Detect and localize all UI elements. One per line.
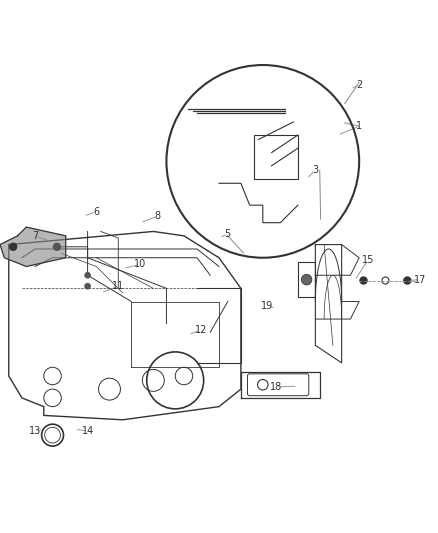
Text: 6: 6: [93, 207, 99, 217]
Circle shape: [85, 273, 90, 278]
Text: 5: 5: [225, 229, 231, 239]
Circle shape: [404, 277, 411, 284]
Text: 13: 13: [29, 426, 41, 436]
Text: 15: 15: [362, 255, 374, 265]
Circle shape: [85, 284, 90, 289]
Text: 19: 19: [261, 301, 273, 311]
Text: 1: 1: [356, 122, 362, 131]
Text: 7: 7: [32, 231, 38, 241]
Text: 14: 14: [81, 426, 94, 436]
Text: 11: 11: [112, 281, 124, 291]
Polygon shape: [0, 227, 66, 266]
Text: 3: 3: [312, 165, 318, 175]
Text: 8: 8: [155, 211, 161, 221]
Circle shape: [301, 274, 312, 285]
Text: 2: 2: [356, 80, 362, 90]
Text: 12: 12: [195, 325, 208, 335]
Text: 17: 17: [414, 274, 427, 285]
Circle shape: [10, 243, 17, 251]
Circle shape: [53, 243, 60, 251]
Circle shape: [360, 277, 367, 284]
Text: 18: 18: [270, 382, 282, 392]
Text: 10: 10: [134, 260, 146, 269]
